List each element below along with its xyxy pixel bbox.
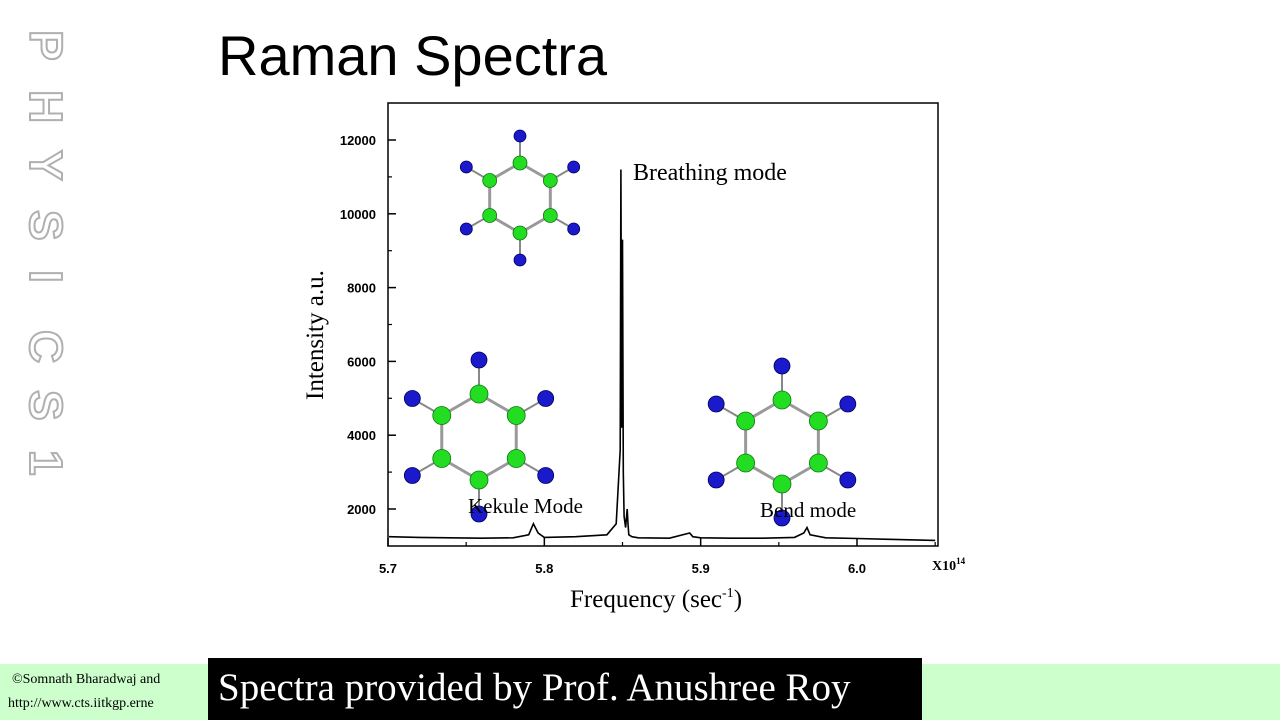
hydrogen-atom (773, 357, 791, 375)
carbon-atom (469, 384, 489, 404)
carbon-atom (542, 173, 558, 188)
watermark-letter: P (20, 30, 72, 61)
annotation-kekule-mode: Kekule Mode (468, 494, 583, 518)
hydrogen-atom (403, 467, 421, 484)
carbon-atom (736, 453, 756, 473)
hydrogen-atom (707, 395, 725, 413)
carbon-atom (512, 225, 528, 241)
carbon-atom (808, 411, 828, 431)
y-tick-label: 6000 (347, 354, 376, 369)
y-tick-label: 4000 (347, 428, 376, 443)
hydrogen-atom (403, 390, 421, 407)
hydrogen-atom (707, 471, 725, 489)
hydrogen-atom (513, 253, 527, 267)
slide-title: Raman Spectra (218, 24, 608, 87)
hydrogen-atom (470, 505, 488, 523)
watermark-letter: C (20, 330, 72, 363)
hydrogen-atom (459, 222, 473, 236)
carbon-atom (432, 406, 452, 425)
hydrogen-atom (839, 471, 857, 489)
watermark-letter: S (20, 390, 72, 421)
bend-molecule-inset (707, 357, 857, 527)
y-tick-label: 2000 (347, 502, 376, 517)
carbon-atom (736, 411, 756, 431)
hydrogen-atom (537, 390, 555, 407)
x-axis-label: Frequency (sec-1) (570, 586, 742, 613)
footer-link[interactable]: http://www.cts.iitkgp.erne (8, 696, 154, 711)
y-tick-label: 10000 (340, 207, 376, 222)
x-ticks: 5.7 5.8 5.9 6.0 (379, 538, 936, 576)
x-tick-label: 5.8 (535, 561, 553, 576)
y-ticks: 2000 4000 6000 8000 10000 12000 (340, 133, 396, 517)
y-tick-label: 12000 (340, 133, 376, 148)
hydrogen-atom (537, 467, 555, 484)
carbon-atom (469, 470, 489, 490)
hydrogen-atom (839, 395, 857, 413)
carbon-atom (482, 208, 498, 223)
x-tick-label: 6.0 (848, 561, 866, 576)
footer-credit: ©Somnath Bharadwaj and (12, 672, 161, 687)
hydrogen-atom (773, 509, 791, 527)
watermark-letter: S (20, 210, 72, 241)
spectrum-line (388, 169, 936, 542)
carbon-atom (432, 449, 452, 468)
carbon-atom (542, 208, 558, 223)
watermark-letter: I (20, 270, 72, 283)
hydrogen-atom (567, 160, 581, 174)
watermark-letter: Y (20, 150, 72, 181)
x-tick-label: 5.9 (692, 561, 710, 576)
carbon-atom (506, 406, 526, 425)
carbon-atom (772, 474, 792, 494)
caption-box (208, 658, 922, 720)
watermark-letter: H (20, 90, 72, 123)
carbon-atom (512, 155, 528, 171)
hydrogen-atom (459, 160, 473, 174)
hydrogen-atom (513, 129, 527, 143)
carbon-atom (506, 449, 526, 468)
annotation-bend-mode: Bend mode (760, 498, 856, 522)
caption-text: Spectra provided by Prof. Anushree Roy (218, 666, 851, 709)
x-multiplier: X1014 (932, 556, 966, 574)
annotation-breathing-mode: Breathing mode (633, 160, 787, 186)
x-tick-label: 5.7 (379, 561, 397, 576)
carbon-atom (772, 390, 792, 410)
y-axis-label: Intensity a.u. (302, 270, 329, 400)
carbon-atom (482, 173, 498, 188)
carbon-atom (808, 453, 828, 473)
watermark-letter: 1 (20, 450, 72, 476)
kekule-molecule-inset (403, 351, 555, 523)
hydrogen-atom (567, 222, 581, 236)
hydrogen-atom (470, 351, 488, 369)
breathing-molecule-inset (459, 129, 581, 267)
y-tick-label: 8000 (347, 281, 376, 296)
